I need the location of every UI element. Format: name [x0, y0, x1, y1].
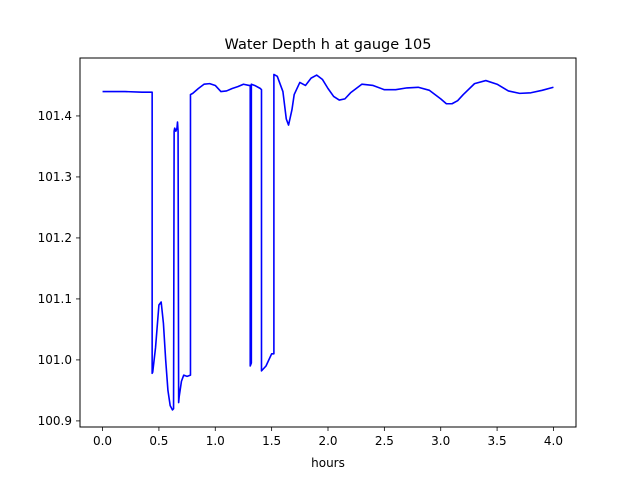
y-tick-label: 101.2: [38, 231, 72, 245]
series-line: [102, 73, 554, 411]
axes-frame: [79, 57, 577, 428]
y-tick-label: 100.9: [38, 414, 72, 428]
chart-title: Water Depth h at gauge 105: [225, 37, 432, 53]
x-axis: 0.0 0.5 1.0 1.5 2.0 2.5 3.0 3.5 4.0: [93, 427, 563, 448]
x-tick-label: 4.0: [544, 434, 563, 448]
x-tick-label: 1.5: [262, 434, 281, 448]
x-tick-label: 2.5: [375, 434, 394, 448]
x-tick-label: 0.0: [93, 434, 112, 448]
y-tick-label: 101.0: [38, 353, 72, 367]
y-tick-label: 101.3: [38, 170, 72, 184]
y-tick-label: 101.4: [38, 109, 72, 123]
y-axis: 100.9 101.0 101.1 101.2 101.3 101.4: [38, 109, 80, 428]
x-tick-label: 1.0: [206, 434, 225, 448]
x-tick-label: 0.5: [149, 434, 168, 448]
x-axis-label: hours: [311, 456, 345, 470]
x-tick-label: 2.0: [318, 434, 337, 448]
y-tick-label: 101.1: [38, 292, 72, 306]
x-tick-label: 3.0: [431, 434, 450, 448]
x-tick-label: 3.5: [488, 434, 507, 448]
